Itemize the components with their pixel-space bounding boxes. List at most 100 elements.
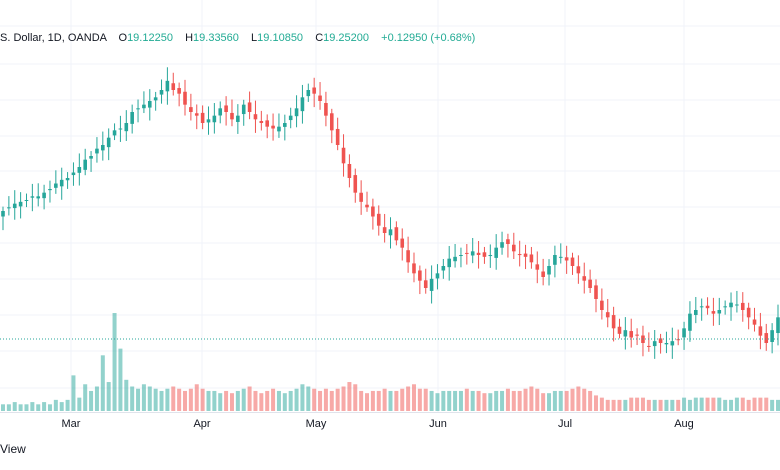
candle-body xyxy=(224,105,228,112)
candle-body xyxy=(770,330,774,342)
candle-body xyxy=(89,156,93,159)
volume-bar xyxy=(94,386,99,411)
volume-bar xyxy=(441,390,446,411)
volume-bar xyxy=(558,390,563,411)
volume-bar xyxy=(729,399,734,411)
volume-bar xyxy=(464,388,469,411)
time-axis[interactable]: Mar Apr May Jun Jul Aug xyxy=(0,412,780,435)
candle-body xyxy=(36,196,41,199)
candle-body xyxy=(441,266,446,271)
volume-bar xyxy=(494,390,499,411)
volume-bar xyxy=(294,388,299,411)
volume-bar xyxy=(576,386,581,411)
volume-bar xyxy=(30,402,35,411)
volume-bar xyxy=(71,375,76,411)
candle-body xyxy=(130,112,134,124)
candle-body xyxy=(59,179,64,187)
candle-body xyxy=(212,115,217,123)
volume-bar xyxy=(241,388,246,411)
candle-body xyxy=(329,113,334,131)
candle-body xyxy=(423,280,428,288)
close-label: C xyxy=(315,32,324,44)
candle-body xyxy=(699,306,704,308)
volume-bar xyxy=(505,388,510,411)
candle-body xyxy=(359,192,363,202)
candle-body xyxy=(600,300,604,310)
volume-bar xyxy=(406,386,411,411)
volume-bar xyxy=(517,390,522,411)
volume-bar xyxy=(476,390,481,411)
candle-body xyxy=(7,207,11,209)
change-value: +0.12950 (+0.68%) xyxy=(381,32,476,44)
candle-body xyxy=(623,330,628,337)
volume-bar xyxy=(687,399,692,411)
volume-bar xyxy=(770,399,775,411)
volume-bar xyxy=(717,397,722,411)
volume-bar xyxy=(382,388,387,411)
candle-body xyxy=(165,80,170,92)
candle-body xyxy=(482,252,487,257)
volume-bar xyxy=(194,384,199,411)
volume-bar xyxy=(147,386,152,411)
price-chart[interactable]: S. Dollar, 1D, OANDA O19.12250 H19.33560… xyxy=(0,0,780,412)
candle-body xyxy=(494,247,498,258)
chart-svg[interactable] xyxy=(0,0,780,412)
candle-body xyxy=(412,263,416,274)
candle-body xyxy=(283,123,287,127)
volume-bar xyxy=(323,388,328,411)
candle-body xyxy=(506,239,510,244)
candle-body xyxy=(723,306,727,308)
candle-body xyxy=(535,264,540,270)
open-label: O xyxy=(118,32,128,44)
volume-bar xyxy=(347,382,352,411)
volume-bar xyxy=(776,399,780,411)
symbol-label[interactable]: S. Dollar, 1D, OANDA xyxy=(0,32,107,44)
volume-bar xyxy=(429,390,434,411)
candle-body xyxy=(547,266,551,275)
volume-bar xyxy=(188,388,193,411)
candle-body xyxy=(470,251,475,256)
volume-bar xyxy=(130,386,135,411)
candle-body xyxy=(159,90,164,95)
candle-body xyxy=(183,91,187,105)
candle-body xyxy=(453,256,457,262)
candle-body xyxy=(259,120,264,123)
x-tick-may: May xyxy=(305,418,327,430)
candle-body xyxy=(247,102,252,112)
candle-body xyxy=(171,83,176,90)
volume-bar xyxy=(18,404,23,411)
volume-bar xyxy=(159,390,164,411)
volume-bar xyxy=(758,397,763,411)
volume-bar xyxy=(705,397,710,411)
candles xyxy=(1,67,780,359)
candle-body xyxy=(324,102,328,116)
volume-bar xyxy=(611,399,616,411)
high-label: H xyxy=(185,32,194,44)
volume-bar xyxy=(124,379,129,411)
volume-bar xyxy=(218,393,223,411)
candle-body xyxy=(312,87,316,94)
volume-bar xyxy=(646,399,651,411)
candle-body xyxy=(106,137,111,148)
candle-body xyxy=(318,95,322,101)
candle-body xyxy=(664,343,669,345)
candle-body xyxy=(523,253,528,257)
volume-bar xyxy=(640,397,645,411)
volume-bar xyxy=(629,397,634,411)
volume-bar xyxy=(1,404,5,411)
x-tick-jul: Jul xyxy=(557,418,573,430)
candle-body xyxy=(341,147,346,164)
candle-body xyxy=(570,257,575,266)
volume-bar xyxy=(547,393,552,411)
volume-bar xyxy=(500,390,505,411)
volume-bar xyxy=(235,390,240,411)
low-label: L xyxy=(251,32,258,44)
candle-body xyxy=(142,104,146,109)
volume-bar xyxy=(312,388,317,411)
candle-body xyxy=(306,90,311,97)
candle-body xyxy=(65,178,70,181)
candle-body xyxy=(735,304,739,306)
candle-body xyxy=(112,130,117,136)
volume-bar xyxy=(6,404,11,411)
volume-bar xyxy=(388,390,393,411)
